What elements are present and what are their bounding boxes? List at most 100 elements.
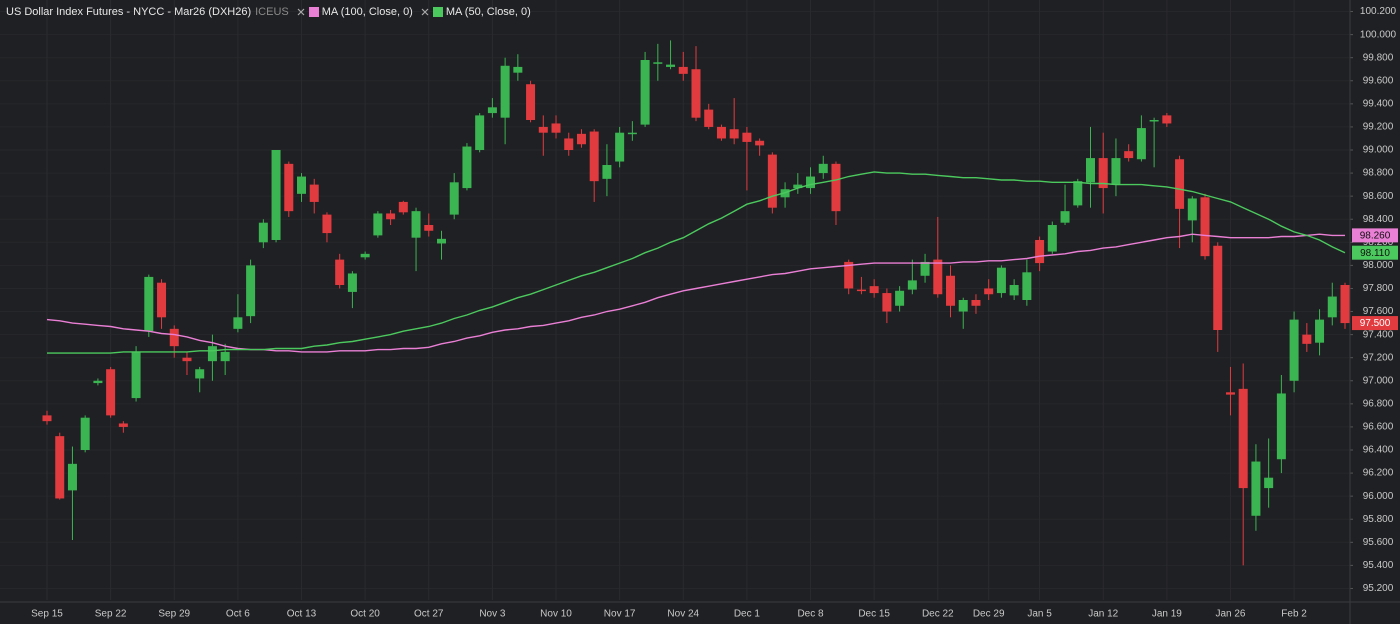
x-tick-label: Jan 5 bbox=[1027, 609, 1052, 620]
candle-body bbox=[462, 146, 472, 189]
candle-body bbox=[653, 62, 663, 64]
candle-body bbox=[55, 436, 65, 499]
price-tag-label: 98.260 bbox=[1360, 231, 1391, 242]
candle-body bbox=[1289, 319, 1299, 381]
candle-body bbox=[1060, 211, 1070, 223]
legend-swatch bbox=[432, 7, 443, 17]
candle-body bbox=[411, 211, 421, 238]
candle-body bbox=[1340, 285, 1350, 324]
candle-body bbox=[449, 182, 459, 215]
y-tick-label: 97.200 bbox=[1363, 352, 1394, 363]
candle-body bbox=[1149, 120, 1159, 122]
y-tick-label: 96.400 bbox=[1363, 445, 1394, 456]
candle-body bbox=[347, 273, 357, 292]
price-tag-label: 98.110 bbox=[1360, 248, 1390, 259]
legend: US Dollar Index Futures - NYCC - Mar26 (… bbox=[6, 6, 531, 18]
y-tick-label: 99.200 bbox=[1363, 122, 1394, 133]
legend-label: MA (100, Close, 0) bbox=[321, 6, 413, 18]
candle-body bbox=[246, 265, 256, 317]
x-tick-label: Oct 27 bbox=[414, 609, 444, 620]
candle-body bbox=[487, 107, 497, 114]
y-tick-label: 95.600 bbox=[1363, 537, 1394, 548]
candle-body bbox=[602, 165, 612, 179]
y-tick-label: 97.000 bbox=[1363, 375, 1394, 386]
candle-body bbox=[1124, 151, 1134, 159]
candle-body bbox=[335, 259, 345, 285]
candle-body bbox=[182, 357, 192, 362]
x-tick-label: Oct 13 bbox=[287, 609, 317, 620]
candle-body bbox=[704, 109, 714, 127]
legend-item: MA (100, Close, 0) bbox=[297, 6, 413, 18]
remove-indicator[interactable] bbox=[421, 8, 429, 16]
candle-body bbox=[475, 115, 485, 150]
candle-body bbox=[424, 225, 434, 231]
chart-title: US Dollar Index Futures - NYCC - Mar26 (… bbox=[6, 6, 252, 18]
y-tick-label: 96.600 bbox=[1363, 422, 1394, 433]
x-tick-label: Jan 12 bbox=[1088, 609, 1118, 620]
x-tick-label: Nov 24 bbox=[667, 609, 699, 620]
legend-label: MA (50, Close, 0) bbox=[445, 6, 531, 18]
candle-body bbox=[984, 288, 994, 295]
y-tick-label: 98.000 bbox=[1363, 260, 1394, 271]
y-tick-label: 97.400 bbox=[1363, 329, 1394, 340]
candle-body bbox=[360, 253, 370, 258]
candle-body bbox=[169, 328, 179, 347]
candle-body bbox=[1022, 272, 1032, 300]
candle-body bbox=[844, 261, 854, 289]
x-tick-label: Dec 29 bbox=[973, 609, 1005, 620]
candle-body bbox=[882, 293, 892, 312]
candle-body bbox=[233, 317, 243, 329]
candle-body bbox=[767, 154, 777, 208]
y-tick-label: 99.800 bbox=[1363, 52, 1394, 63]
remove-indicator[interactable] bbox=[297, 8, 305, 16]
candle-body bbox=[131, 351, 141, 399]
candle-body bbox=[436, 238, 446, 244]
candle-body bbox=[157, 282, 167, 318]
y-tick-label: 100.200 bbox=[1360, 6, 1397, 17]
y-tick-label: 98.600 bbox=[1363, 191, 1394, 202]
candle-body bbox=[80, 417, 90, 450]
x-tick-label: Dec 8 bbox=[797, 609, 824, 620]
candle-body bbox=[869, 286, 879, 294]
x-tick-label: Sep 22 bbox=[95, 609, 127, 620]
candle-body bbox=[958, 300, 968, 312]
candle-body bbox=[386, 213, 396, 220]
candle-body bbox=[907, 280, 917, 290]
candle-body bbox=[946, 275, 956, 306]
candle-body bbox=[793, 184, 803, 189]
candle-body bbox=[729, 129, 739, 139]
candle-body bbox=[996, 267, 1006, 294]
candle-body bbox=[716, 126, 726, 139]
candle-body bbox=[615, 132, 625, 162]
y-tick-label: 100.000 bbox=[1360, 29, 1397, 40]
candle-body bbox=[42, 415, 52, 422]
candle-body bbox=[1085, 158, 1095, 183]
candle-body bbox=[1251, 461, 1261, 516]
x-tick-label: Nov 3 bbox=[479, 609, 506, 620]
x-tick-label: Oct 20 bbox=[350, 609, 380, 620]
candle-body bbox=[1315, 319, 1325, 343]
candle-body bbox=[1187, 198, 1197, 221]
candle-body bbox=[1327, 296, 1337, 318]
candle-body bbox=[589, 131, 599, 182]
x-tick-label: Feb 2 bbox=[1281, 609, 1307, 620]
candle-body bbox=[284, 163, 294, 212]
candle-body bbox=[831, 163, 841, 212]
candle-body bbox=[1162, 115, 1172, 124]
candle-body bbox=[309, 184, 319, 202]
price-tag bbox=[1352, 245, 1398, 260]
x-tick-label: Nov 17 bbox=[604, 609, 636, 620]
y-tick-label: 95.800 bbox=[1363, 514, 1394, 525]
candle-body bbox=[1009, 285, 1019, 296]
y-tick-label: 97.800 bbox=[1363, 283, 1394, 294]
candle-body bbox=[373, 213, 383, 236]
y-tick-label: 98.800 bbox=[1363, 168, 1394, 179]
legend-item: MA (50, Close, 0) bbox=[421, 6, 531, 18]
candle-body bbox=[538, 126, 548, 133]
candle-body bbox=[398, 201, 408, 213]
x-tick-label: Jan 19 bbox=[1152, 609, 1182, 620]
candle-body bbox=[1136, 128, 1146, 160]
candle-body bbox=[322, 214, 332, 234]
candle-body bbox=[895, 290, 905, 306]
